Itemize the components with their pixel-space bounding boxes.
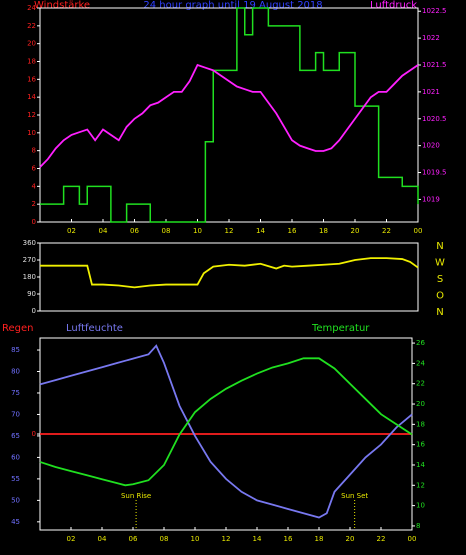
- series-line: [39, 357, 413, 487]
- y-tick-label: 12: [27, 111, 36, 119]
- y-tick-label: 12: [416, 481, 425, 489]
- x-tick-label: 18: [315, 535, 324, 543]
- x-tick-label: 10: [193, 227, 202, 235]
- direction-label: N: [436, 307, 443, 318]
- y-tick-label: 0: [32, 218, 36, 226]
- y-tick-label: 24: [27, 4, 36, 12]
- x-tick-label: 10: [191, 535, 200, 543]
- y-tick-label: 85: [11, 346, 20, 354]
- y-tick-label: 20: [27, 40, 36, 48]
- y-tick-label: 20: [416, 400, 425, 408]
- y-tick-label: 1022.5: [422, 7, 447, 15]
- x-tick-label: 04: [99, 227, 108, 235]
- rain-label: Regen: [2, 323, 34, 334]
- y-tick-label: 22: [416, 380, 425, 388]
- y-tick-label: 70: [11, 410, 20, 418]
- y-tick-label: 270: [23, 256, 36, 264]
- y-tick-label: 0: [32, 307, 36, 315]
- x-tick-label: 00: [414, 227, 423, 235]
- x-tick-label: 20: [351, 227, 360, 235]
- x-tick-label: 14: [253, 535, 262, 543]
- direction-label: S: [437, 274, 443, 285]
- y-tick-label: 360: [23, 239, 36, 247]
- direction-label: W: [435, 258, 445, 269]
- x-tick-label: 22: [382, 227, 391, 235]
- x-tick-label: 12: [225, 227, 234, 235]
- y-tick-label: 22: [27, 22, 36, 30]
- series-line: [40, 257, 419, 289]
- x-tick-label: 20: [346, 535, 355, 543]
- y-tick-label: 8: [416, 522, 420, 530]
- series-line: [39, 63, 419, 168]
- y-tick-label: 1020.5: [422, 115, 447, 123]
- x-tick-label: 08: [162, 227, 171, 235]
- x-tick-label: 14: [256, 227, 265, 235]
- x-tick-label: 00: [408, 535, 417, 543]
- humidity-label: Luftfeuchte: [66, 323, 123, 334]
- x-tick-label: 06: [130, 227, 139, 235]
- direction-label: O: [436, 291, 444, 302]
- y-tick-label: 18: [416, 420, 425, 428]
- y-tick-label: 10: [416, 502, 425, 510]
- x-tick-label: 04: [98, 535, 107, 543]
- chart-title: 24 hour graph until 19 August 2018: [143, 0, 322, 11]
- y-tick-label: 1021: [422, 88, 440, 96]
- y-tick-label: 1019.5: [422, 169, 447, 177]
- y-tick-label: 80: [11, 368, 20, 376]
- x-tick-label: 02: [67, 227, 76, 235]
- y-tick-label: 0: [32, 430, 36, 438]
- y-tick-label: 45: [11, 518, 20, 526]
- x-tick-label: 08: [160, 535, 169, 543]
- y-tick-label: 55: [11, 475, 20, 483]
- x-tick-label: 18: [319, 227, 328, 235]
- y-tick-label: 6: [32, 165, 37, 173]
- y-tick-label: 24: [416, 359, 425, 367]
- y-tick-label: 75: [11, 389, 20, 397]
- y-tick-label: 8: [32, 147, 36, 155]
- y-tick-label: 16: [416, 441, 425, 449]
- y-tick-label: 90: [27, 290, 36, 298]
- x-tick-label: 16: [288, 227, 297, 235]
- series-line: [40, 7, 419, 223]
- x-tick-label: 12: [222, 535, 231, 543]
- series-line: [39, 344, 413, 519]
- y-tick-label: 1020: [422, 142, 440, 150]
- y-tick-label: 16: [27, 75, 36, 83]
- y-tick-label: 1021.5: [422, 61, 447, 69]
- y-tick-label: 26: [416, 339, 425, 347]
- temperature-label: Temperatur: [311, 323, 370, 334]
- y-tick-label: 50: [11, 496, 20, 504]
- y-tick-label: 14: [27, 93, 36, 101]
- y-tick-label: 18: [27, 58, 36, 66]
- y-tick-label: 65: [11, 432, 20, 440]
- x-tick-label: 16: [284, 535, 293, 543]
- y-tick-label: 4: [32, 182, 37, 190]
- y-tick-label: 10: [27, 129, 36, 137]
- y-tick-label: 60: [11, 453, 20, 461]
- x-tick-label: 02: [67, 535, 76, 543]
- y-tick-label: 1022: [422, 34, 440, 42]
- pressure-label: Luftdruck: [370, 0, 417, 11]
- x-tick-label: 06: [129, 535, 138, 543]
- annotation: Sun Set: [341, 492, 368, 500]
- wind-label: Windstärke: [34, 0, 90, 11]
- y-tick-label: 1019: [422, 195, 440, 203]
- y-tick-label: 180: [23, 273, 36, 281]
- y-tick-label: 14: [416, 461, 425, 469]
- x-tick-label: 22: [377, 535, 386, 543]
- direction-label: N: [436, 241, 443, 252]
- annotation: Sun Rise: [121, 492, 151, 500]
- y-tick-label: 2: [32, 200, 36, 208]
